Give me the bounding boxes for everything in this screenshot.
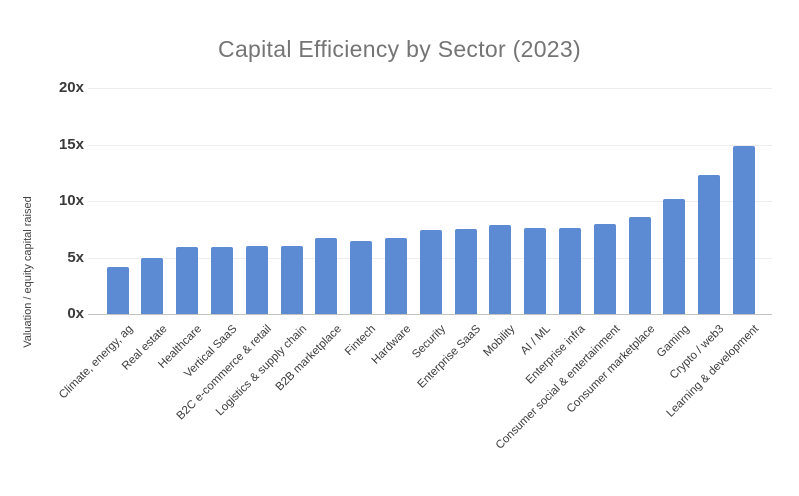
gridline [88, 201, 772, 202]
bar [384, 238, 407, 314]
gridline [88, 88, 772, 89]
x-tick-label: AI / ML [518, 323, 553, 358]
y-tick-label: 15x [58, 135, 84, 153]
bar [558, 228, 581, 314]
bar [732, 145, 755, 314]
chart-title: Capital Efficiency by Sector (2023) [218, 36, 581, 62]
x-tick-label: Mobility [481, 323, 518, 360]
bar [315, 238, 338, 314]
x-tick-label: B2B marketplace [273, 323, 344, 394]
bar [419, 230, 442, 314]
gridline [88, 144, 772, 146]
bar [663, 198, 686, 314]
bar [141, 257, 164, 314]
bar [593, 223, 616, 314]
bar [350, 240, 373, 314]
bar [280, 246, 303, 314]
bar [489, 224, 512, 314]
y-tick-label: 5x [67, 248, 84, 266]
bar [176, 247, 199, 314]
bar [524, 228, 547, 314]
bar [628, 216, 651, 314]
y-tick-label: 20x [58, 79, 84, 96]
bar [106, 266, 129, 314]
bar [245, 246, 268, 314]
y-tick-label: 0x [67, 305, 84, 322]
x-axis-baseline [88, 314, 772, 315]
bar [454, 229, 477, 314]
x-tick-label: Enterprise SaaS [415, 323, 483, 391]
bar [698, 175, 721, 314]
y-tick-label: 10x [58, 192, 84, 209]
bar [210, 247, 233, 314]
